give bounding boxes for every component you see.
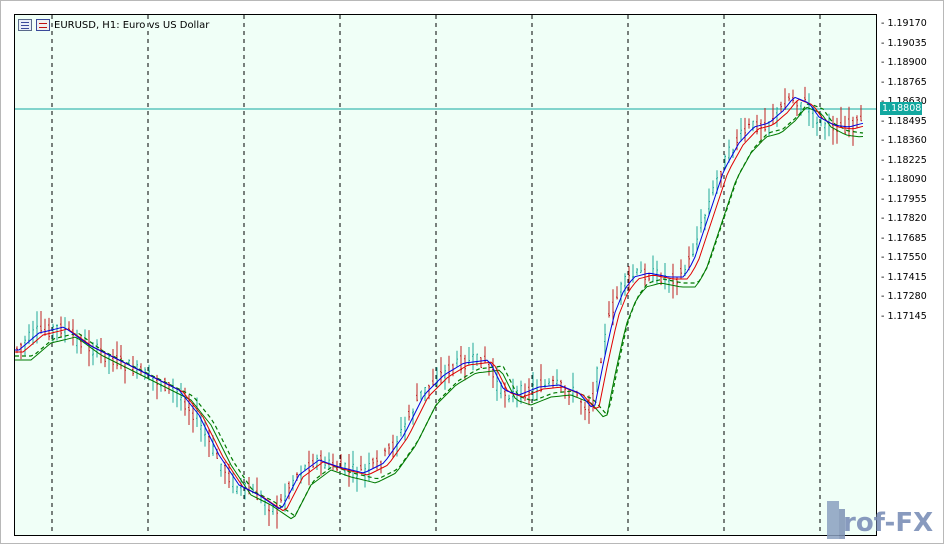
price-tick-label: - 1.17955 <box>881 193 927 205</box>
price-tick-label: - 1.18765 <box>881 76 927 88</box>
price-chart[interactable] <box>15 15 876 535</box>
ma-dashed-line <box>15 103 864 517</box>
price-tick-label: - 1.18900 <box>881 57 927 68</box>
chart-title: EURUSD, H1: Euro vs US Dollar <box>54 19 210 31</box>
ma-blue-line <box>15 96 864 510</box>
price-tick-label: - 1.18630 <box>881 96 927 107</box>
ma-green-line <box>15 106 864 520</box>
ma-red-line <box>15 98 864 512</box>
chart-window-icon <box>18 19 32 31</box>
price-tick-label: - 1.19170 <box>881 18 927 29</box>
prof-fx-logo: rof-FX <box>821 495 943 543</box>
current-price-badge: 1.18808 <box>880 102 922 115</box>
price-tick-label: - 1.17550 <box>881 252 927 263</box>
price-tick-label: - 1.17145 <box>881 310 927 322</box>
price-tick-label: - 1.17820 <box>881 213 927 224</box>
svg-text:rof-FX: rof-FX <box>843 508 933 538</box>
price-tick-label: - 1.18225 <box>881 154 927 166</box>
chart-header: EURUSD, H1: Euro vs US Dollar <box>18 17 209 33</box>
price-tick-label: - 1.18360 <box>881 135 927 146</box>
price-tick-label: - 1.19035 <box>881 37 927 49</box>
chart-type-icon <box>36 19 50 31</box>
chart-plot-area[interactable] <box>14 14 877 536</box>
price-tick-label: - 1.17280 <box>881 291 927 302</box>
price-tick-label: - 1.17685 <box>881 232 927 244</box>
price-tick-label: - 1.17415 <box>881 271 927 283</box>
price-tick-label: - 1.18090 <box>881 174 927 185</box>
price-scale[interactable] <box>877 14 943 536</box>
price-tick-label: - 1.18495 <box>881 115 927 127</box>
